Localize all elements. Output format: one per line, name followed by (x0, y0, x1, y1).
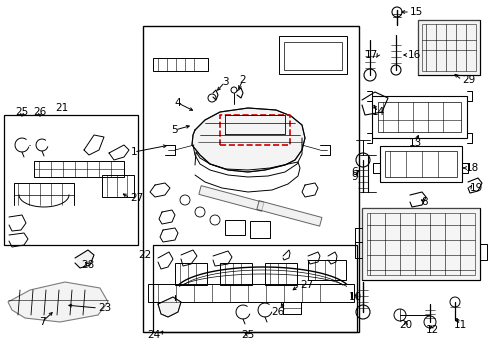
Text: 27: 27 (130, 193, 143, 203)
Text: 10: 10 (348, 292, 361, 302)
Text: 25: 25 (241, 330, 254, 340)
Text: 20: 20 (399, 320, 412, 330)
Text: 25: 25 (15, 107, 29, 117)
Bar (148, 284, 353, 302)
Text: 27: 27 (299, 280, 313, 290)
Polygon shape (256, 201, 321, 226)
Bar (153, 58, 207, 71)
Text: 19: 19 (469, 183, 482, 193)
Text: 26: 26 (271, 307, 285, 317)
Text: 26: 26 (33, 107, 46, 117)
Text: 24: 24 (146, 330, 160, 340)
Bar (249, 221, 269, 238)
Text: 18: 18 (465, 163, 478, 173)
Text: 16: 16 (407, 50, 420, 60)
Bar (153, 245, 356, 332)
Text: 11: 11 (452, 320, 466, 330)
Text: 14: 14 (370, 107, 384, 117)
Bar (142, 26, 358, 332)
Text: 21: 21 (55, 103, 68, 113)
Text: 1: 1 (130, 147, 137, 157)
Polygon shape (361, 208, 479, 280)
Bar (279, 36, 346, 74)
Bar (417, 20, 479, 75)
Text: 29: 29 (461, 75, 474, 85)
Text: 22: 22 (138, 250, 151, 260)
Polygon shape (192, 108, 305, 172)
Polygon shape (75, 250, 94, 268)
Text: 6: 6 (351, 167, 358, 177)
Polygon shape (158, 297, 181, 317)
Bar (379, 146, 461, 182)
Bar (4, 115, 138, 245)
Bar (384, 151, 456, 177)
Text: 5: 5 (171, 125, 178, 135)
Text: 7: 7 (39, 317, 45, 327)
Text: 3: 3 (221, 77, 228, 87)
Text: 23: 23 (98, 303, 111, 313)
Polygon shape (199, 186, 264, 211)
Bar (224, 220, 244, 235)
Bar (366, 213, 474, 275)
Text: 4: 4 (174, 98, 181, 108)
Polygon shape (417, 20, 479, 75)
Polygon shape (8, 282, 108, 322)
Bar (371, 96, 466, 138)
Bar (264, 263, 296, 285)
Bar (421, 24, 475, 71)
Bar (377, 102, 460, 132)
Text: 12: 12 (425, 325, 438, 335)
Bar (220, 263, 251, 285)
Text: 28: 28 (81, 260, 95, 270)
Text: 13: 13 (407, 138, 421, 148)
Text: 9: 9 (351, 172, 358, 182)
Bar (361, 208, 479, 280)
Bar (307, 260, 346, 280)
Bar (175, 263, 206, 285)
Bar (284, 42, 341, 70)
Bar (34, 161, 124, 177)
Bar (102, 175, 134, 197)
Text: 8: 8 (421, 197, 427, 207)
Text: 17: 17 (364, 50, 377, 60)
Text: 15: 15 (409, 7, 423, 17)
Text: 2: 2 (239, 75, 246, 85)
